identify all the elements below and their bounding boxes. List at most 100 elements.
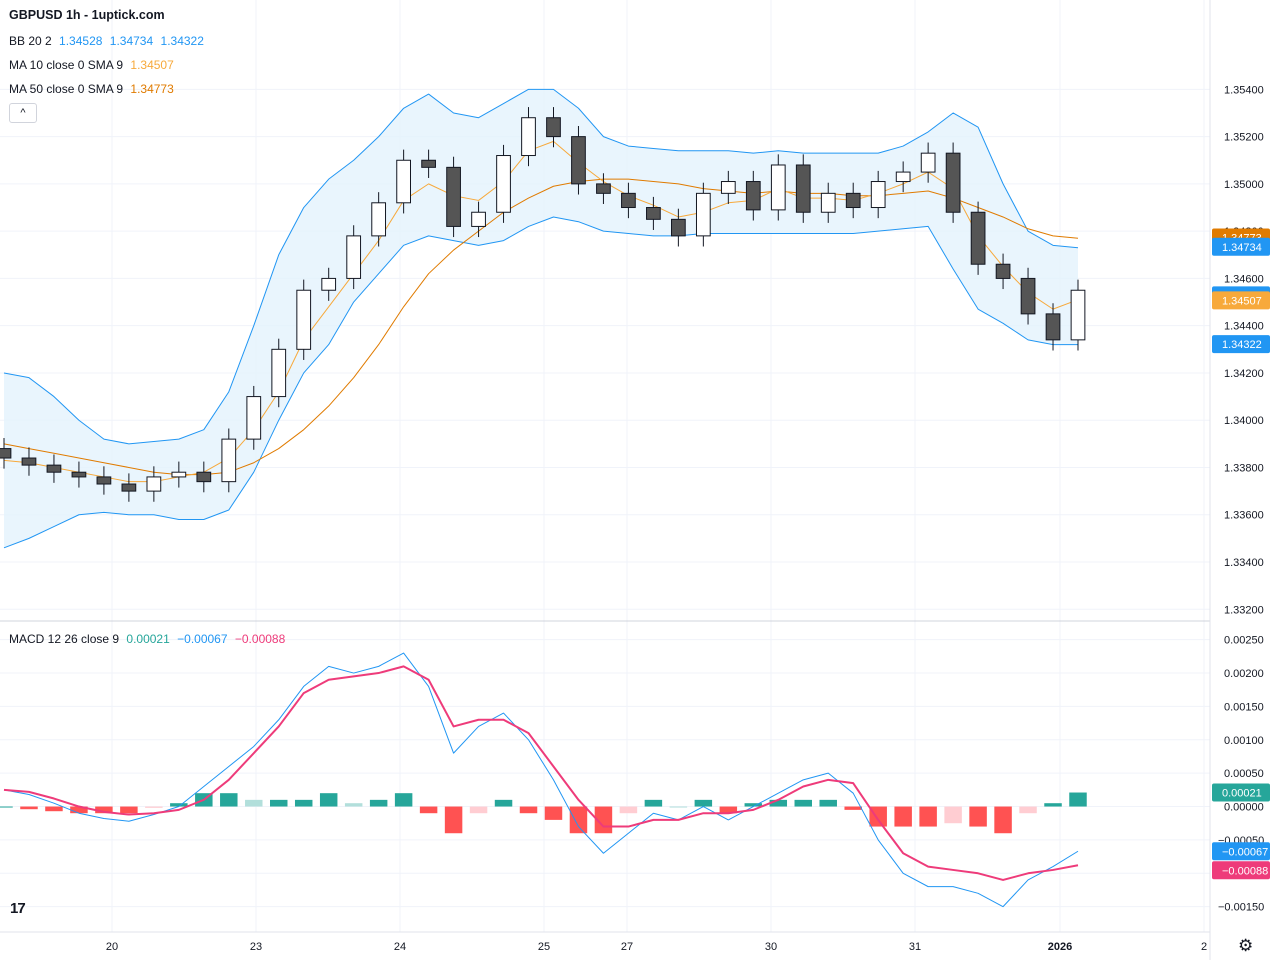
candle-body [646, 207, 661, 220]
price-tick-label: 1.34000 [1224, 415, 1264, 427]
macd-hist-bar [294, 799, 313, 807]
legend-macd-hist: 0.00021 [126, 632, 170, 646]
legend-macd[interactable]: MACD 12 26 close 9 0.00021 −0.00067 −0.0… [9, 632, 289, 646]
macd-hist-bar [220, 793, 238, 807]
candle-body [695, 192, 711, 237]
macd-hist-bar [994, 806, 1012, 834]
price-tick-label: 1.33800 [1224, 462, 1264, 474]
candle-body [770, 164, 786, 211]
time-tick-label: 25 [538, 941, 550, 953]
price-tag-bg [1212, 335, 1270, 354]
macd-hist-bar [369, 799, 388, 807]
candle-body [196, 471, 212, 483]
macd-tag: −0.00088 [1222, 865, 1268, 877]
candle-body [396, 159, 411, 204]
legend-ma10[interactable]: MA 10 close 0 SMA 9 1.34507 [9, 58, 178, 72]
price-axis[interactable]: 1.354001.352001.350001.348001.346001.344… [1224, 84, 1264, 616]
macd-tick-label: 0.00050 [1224, 768, 1264, 780]
time-axis[interactable]: 20 23 24 25 27 30 31 2026 2 [106, 941, 1207, 953]
candle-body [571, 136, 586, 185]
macd-tick-label: 0.00000 [1224, 802, 1264, 814]
time-tick-label: 27 [621, 941, 633, 953]
candle-body [596, 183, 611, 194]
legend-bb[interactable]: BB 20 2 1.34528 1.34734 1.34322 [9, 34, 208, 48]
candle-body [920, 152, 936, 173]
candle-body [96, 476, 112, 485]
candle-body [121, 483, 137, 492]
macd-line [3, 652, 1079, 908]
macd-tag: 0.00021 [1222, 788, 1262, 800]
candle-body [496, 155, 511, 213]
candle-body [421, 159, 436, 168]
price-tag-bg [1212, 291, 1270, 310]
time-tick-label: 31 [909, 941, 921, 953]
price-tick-label: 1.35400 [1224, 84, 1264, 96]
legend-bb-basis: 1.34528 [59, 34, 103, 48]
legend-macd-macd: −0.00067 [177, 632, 228, 646]
candle-body [745, 181, 761, 211]
legend-ma50-label: MA 50 close 0 SMA 9 [9, 82, 124, 96]
macd-histogram [0, 792, 1087, 834]
legend-ma10-label: MA 10 close 0 SMA 9 [9, 58, 124, 72]
price-tick-label: 1.33600 [1224, 510, 1264, 522]
macd-hist-bar [919, 806, 937, 827]
candle-body [1045, 313, 1061, 341]
macd-tick-label: 0.00150 [1224, 701, 1264, 713]
candle-body [171, 471, 187, 478]
legend-macd-signal: −0.00088 [234, 632, 286, 646]
macd-hist-bar [844, 806, 862, 810]
macd-axis[interactable]: 0.00250 0.00200 0.00150 0.00100 0.00050 0.000… [1218, 635, 1264, 914]
macd-tick-label: −0.00150 [1218, 902, 1264, 914]
macd-hist-bar [120, 806, 138, 814]
macd-hist-bar [944, 806, 962, 824]
macd-hist-bar [344, 803, 363, 807]
macd-hist-bar [869, 806, 887, 827]
macd-hist-bar [719, 806, 738, 814]
macd-tag-bg [1212, 783, 1270, 802]
bb-upper-line [3, 88, 1079, 445]
candle-body [870, 181, 886, 209]
chevron-up-icon: ^ [20, 107, 26, 119]
candle-body [146, 476, 162, 492]
macd-hist-bar [619, 806, 638, 814]
macd-hist-bar [394, 793, 413, 807]
time-tick-label: 23 [250, 941, 262, 953]
candle-body [521, 117, 536, 157]
candle-body [1070, 289, 1086, 341]
tradingview-logo-icon[interactable]: 17 [10, 900, 26, 917]
candle-body [970, 211, 986, 265]
candlesticks [0, 107, 1086, 502]
candle-body [546, 117, 561, 138]
candle-body [346, 235, 362, 279]
macd-hist-bar [319, 793, 338, 807]
legend-bb-lower: 1.34322 [160, 34, 204, 48]
macd-hist-bar [419, 806, 438, 814]
candle-body [321, 277, 337, 291]
chart-title: GBPUSD 1h - 1uptick.com [9, 8, 165, 22]
macd-tick-label: 0.00250 [1224, 635, 1264, 647]
macd-lines [3, 652, 1079, 908]
macd-tag-bg [1212, 842, 1270, 861]
candle-body [845, 192, 861, 209]
candle-body [945, 152, 961, 213]
price-tick-label: 1.33200 [1224, 604, 1264, 616]
legend-ma50[interactable]: MA 50 close 0 SMA 9 1.34773 [9, 82, 178, 96]
candle-body [895, 171, 911, 183]
macd-hist-bar [794, 799, 812, 807]
collapse-legend-button[interactable]: ^ [9, 103, 37, 123]
time-tick-label: 20 [106, 941, 118, 953]
time-tick-label: 2026 [1048, 941, 1072, 953]
macd-tick-label: 0.00100 [1224, 735, 1264, 747]
price-tag: 1.34322 [1222, 339, 1262, 351]
time-tick-label: 2 [1201, 941, 1207, 953]
candle-body [671, 218, 686, 237]
bb-lower-line [3, 216, 1078, 549]
gear-icon[interactable]: ⚙ [1238, 936, 1254, 955]
macd-hist-bar [95, 806, 113, 814]
candle-body [621, 192, 636, 209]
macd-hist-bar [1069, 792, 1087, 807]
candle-body [71, 471, 87, 478]
candle-body [221, 438, 237, 483]
candle-body [720, 181, 736, 194]
